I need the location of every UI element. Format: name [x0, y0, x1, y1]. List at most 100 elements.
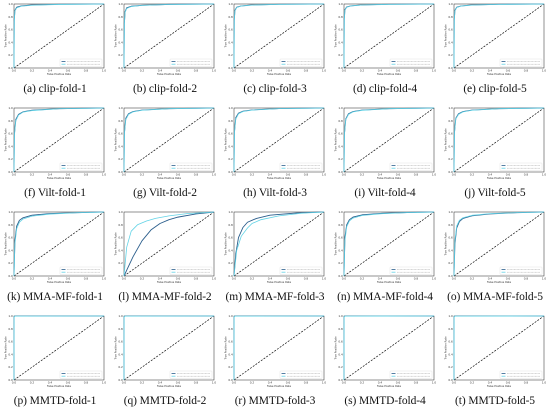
roc-panel: 0.0 0.2 0.4 0.6 0.8 1.0 0.0 0.2 0.4 0.6 0.8 1.0 Fals…	[220, 208, 330, 312]
roc-plot: 0.0 0.2 0.4 0.6 0.8 1.0 0.0 0.2 0.4 0.6 0.8 1.0 Fals…	[334, 2, 437, 76]
y-tick-label: 0.8	[8, 327, 13, 331]
x-tick-label: 0.0	[452, 69, 457, 73]
x-tick-label: 0.2	[360, 381, 365, 385]
y-tick-label: 0.2	[448, 261, 453, 265]
x-tick-label: 0.0	[12, 69, 17, 73]
x-tick-label: 0.8	[524, 277, 529, 281]
y-tick-label: 0.8	[338, 15, 343, 19]
roc-plot: 0.0 0.2 0.4 0.6 0.8 1.0 0.0 0.2 0.4 0.6 0.8 1.0 Fals…	[444, 106, 547, 180]
roc-plot: 0.0 0.2 0.4 0.6 0.8 1.0 0.0 0.2 0.4 0.6 0.8 1.0 Fals…	[4, 106, 107, 180]
panel-caption: (l) MMA-MF-fold-2	[118, 291, 212, 303]
y-axis-label: True Positive Rate	[334, 232, 338, 256]
x-axis-label: False Positive Rate	[487, 280, 512, 284]
x-tick-label: 0.8	[304, 381, 309, 385]
x-tick-label: 0.0	[232, 173, 237, 177]
y-tick-label: 0.8	[118, 15, 123, 19]
x-tick-label: 0.6	[506, 69, 511, 73]
y-tick-label: 1.0	[228, 314, 233, 318]
y-tick-label: 0.6	[8, 28, 13, 32]
x-tick-label: 0.4	[488, 69, 493, 73]
x-tick-label: 1.0	[542, 277, 547, 281]
y-tick-label: 1.0	[228, 2, 233, 6]
x-tick-label: 0.8	[84, 381, 89, 385]
roc-curve-series-2	[13, 315, 105, 381]
y-tick-label: 0.6	[448, 340, 453, 344]
x-tick-label: 0.4	[378, 69, 383, 73]
roc-curve-series-2	[453, 3, 545, 69]
legend-box	[499, 370, 543, 379]
roc-plot: 0.0 0.2 0.4 0.6 0.8 1.0 0.0 0.2 0.4 0.6 0.8 1.0 Fals…	[114, 210, 217, 284]
roc-curve-series-2	[13, 3, 105, 69]
x-tick-label: 1.0	[322, 173, 327, 177]
y-tick-label: 0.0	[228, 378, 233, 382]
y-tick-label: 0.0	[8, 170, 13, 174]
y-tick-label: 0.6	[338, 340, 343, 344]
x-axis-label: False Positive Rate	[157, 176, 182, 180]
y-tick-label: 0.2	[338, 157, 343, 161]
panel-caption: (c) clip-fold-3	[243, 83, 307, 95]
x-tick-label: 0.2	[360, 173, 365, 177]
roc-plot: 0.0 0.2 0.4 0.6 0.8 1.0 0.0 0.2 0.4 0.6 0.8 1.0 Fals…	[444, 2, 547, 76]
y-tick-label: 0.8	[228, 327, 233, 331]
roc-curve-series-2	[233, 3, 325, 69]
roc-curve-series-2	[233, 107, 325, 173]
y-axis-label: True Positive Rate	[4, 336, 8, 360]
chance-diagonal-line	[233, 315, 325, 381]
x-tick-label: 0.6	[176, 69, 181, 73]
x-tick-label: 1.0	[432, 173, 437, 177]
x-tick-label: 1.0	[322, 381, 327, 385]
panel-caption: (t) MMTD-fold-5	[455, 395, 535, 407]
y-tick-label: 0.4	[118, 352, 123, 356]
y-tick-label: 0.0	[338, 378, 343, 382]
y-tick-label: 0.2	[8, 365, 13, 369]
x-tick-label: 0.0	[122, 69, 127, 73]
chance-diagonal-line	[343, 3, 435, 69]
y-tick-label: 0.4	[8, 248, 13, 252]
chance-diagonal-line	[343, 211, 435, 277]
y-tick-label: 0.0	[448, 274, 453, 278]
x-tick-label: 0.0	[342, 381, 347, 385]
x-tick-label: 0.0	[342, 277, 347, 281]
y-axis-label: True Positive Rate	[224, 128, 228, 152]
x-axis-label: False Positive Rate	[47, 176, 72, 180]
x-tick-label: 0.0	[452, 173, 457, 177]
x-tick-label: 0.8	[84, 173, 89, 177]
x-tick-label: 0.2	[360, 69, 365, 73]
x-tick-label: 0.0	[12, 277, 17, 281]
y-tick-label: 0.6	[8, 132, 13, 136]
y-tick-label: 0.8	[338, 119, 343, 123]
panel-caption: (k) MMA-MF-fold-1	[7, 291, 103, 303]
x-tick-label: 0.6	[286, 277, 291, 281]
x-tick-label: 0.8	[194, 277, 199, 281]
x-tick-label: 0.6	[506, 277, 511, 281]
x-axis-label: False Positive Rate	[487, 72, 512, 76]
x-tick-label: 1.0	[542, 381, 547, 385]
x-tick-label: 0.4	[268, 173, 273, 177]
y-tick-label: 0.6	[228, 28, 233, 32]
y-tick-label: 1.0	[118, 2, 123, 6]
y-tick-label: 0.0	[448, 66, 453, 70]
x-tick-label: 0.6	[396, 277, 401, 281]
panel-caption: (m) MMA-MF-fold-3	[225, 291, 325, 303]
y-axis-label: True Positive Rate	[114, 24, 118, 48]
y-tick-label: 1.0	[118, 314, 123, 318]
y-tick-label: 0.6	[228, 132, 233, 136]
y-tick-label: 0.0	[118, 378, 123, 382]
y-tick-label: 0.6	[228, 340, 233, 344]
x-axis-label: False Positive Rate	[47, 72, 72, 76]
x-tick-label: 0.0	[122, 277, 127, 281]
x-axis-label: False Positive Rate	[157, 280, 182, 284]
x-tick-label: 0.8	[414, 69, 419, 73]
legend-box	[499, 162, 543, 171]
y-tick-label: 0.2	[228, 157, 233, 161]
x-tick-label: 0.0	[342, 69, 347, 73]
y-tick-label: 1.0	[8, 2, 13, 6]
y-tick-label: 0.6	[448, 236, 453, 240]
y-axis-label: True Positive Rate	[114, 232, 118, 256]
x-axis-label: False Positive Rate	[487, 176, 512, 180]
x-tick-label: 0.2	[30, 173, 35, 177]
x-tick-label: 1.0	[212, 277, 217, 281]
x-tick-label: 0.8	[194, 173, 199, 177]
x-tick-label: 0.8	[524, 69, 529, 73]
x-tick-label: 0.6	[396, 69, 401, 73]
